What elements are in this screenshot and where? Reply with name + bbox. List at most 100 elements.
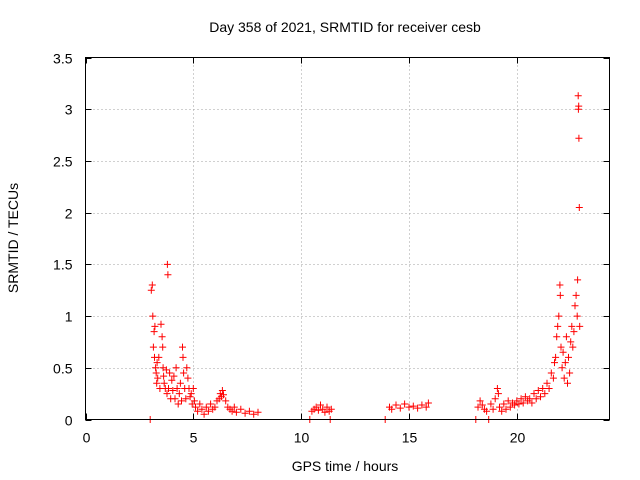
data-point (171, 395, 179, 403)
data-point (163, 260, 171, 268)
data-point (392, 401, 400, 409)
y-tick-label: 1 (65, 309, 73, 325)
data-point (502, 405, 510, 413)
data-point (566, 369, 574, 377)
data-point (424, 399, 432, 407)
data-point (545, 385, 553, 392)
data-point (561, 359, 569, 367)
data-point (493, 385, 501, 392)
grid-lines (85, 57, 610, 420)
data-point (190, 397, 198, 405)
data-point (573, 312, 581, 320)
data-point (562, 333, 570, 341)
data-point (204, 407, 212, 415)
data-point (321, 408, 329, 416)
data-point (170, 372, 178, 380)
data-point (539, 385, 547, 392)
data-point (153, 359, 161, 367)
data-point (166, 369, 174, 377)
data-point (232, 408, 240, 416)
data-point (149, 312, 157, 320)
data-point (572, 291, 580, 299)
x-tick-label: 20 (510, 430, 526, 446)
data-point (149, 343, 157, 351)
data-point (158, 333, 166, 341)
data-point (162, 366, 170, 374)
data-point (218, 387, 226, 394)
y-axis-title: SRMTID / TECUs (5, 183, 21, 293)
data-point (192, 403, 199, 411)
data-point (521, 393, 529, 401)
data-points (146, 92, 584, 423)
data-point (153, 379, 161, 387)
data-point (250, 410, 258, 418)
data-point (551, 359, 558, 367)
data-point (323, 403, 331, 411)
data-point (526, 395, 534, 403)
data-point (160, 372, 168, 380)
data-point (164, 271, 172, 279)
data-point (254, 408, 262, 416)
data-point (564, 379, 571, 387)
plot-frame (85, 57, 610, 420)
data-point (179, 353, 187, 361)
data-point (314, 406, 322, 414)
data-point (172, 364, 180, 372)
data-point (534, 387, 542, 394)
y-tick-label: 1.5 (53, 257, 73, 273)
data-point (409, 402, 417, 410)
data-point (557, 343, 565, 351)
data-point (168, 376, 176, 384)
data-point (237, 405, 245, 413)
data-point (154, 374, 162, 382)
y-tick-label: 0 (65, 413, 73, 429)
data-point (222, 397, 230, 405)
data-point (220, 391, 227, 399)
data-point (230, 403, 238, 411)
data-point (405, 403, 413, 411)
data-point (487, 400, 495, 408)
data-point (567, 338, 575, 346)
data-point (555, 312, 563, 320)
data-point (576, 322, 584, 330)
data-point (530, 390, 538, 398)
data-point (575, 204, 583, 211)
data-point (532, 395, 540, 403)
data-point (157, 320, 165, 328)
y-tick-label: 2 (65, 206, 73, 222)
data-point (187, 390, 195, 398)
y-tick-label: 3.5 (53, 51, 73, 67)
data-point (574, 276, 582, 284)
data-point (537, 393, 544, 401)
data-point (543, 379, 551, 387)
data-point (186, 393, 194, 401)
y-tick-labels: 0 0.5 1 1.5 2 2.5 3 3.5 (53, 51, 73, 429)
data-point (565, 353, 572, 361)
data-point (547, 369, 555, 377)
data-point (183, 364, 191, 372)
y-tick-label: 2.5 (53, 154, 73, 170)
data-point (152, 369, 160, 377)
data-point (163, 390, 171, 398)
data-point (152, 364, 160, 372)
x-axis-title: GPS time / hours (292, 458, 399, 474)
data-point (211, 403, 219, 411)
data-point (150, 328, 158, 336)
data-point (556, 281, 564, 289)
data-point (245, 407, 253, 415)
data-point (327, 405, 335, 413)
data-point (175, 390, 183, 398)
data-point (159, 343, 167, 351)
data-point (182, 395, 190, 403)
data-point (511, 401, 519, 409)
data-point (496, 403, 503, 411)
data-point (528, 399, 536, 407)
data-point (489, 405, 497, 413)
data-point (401, 400, 409, 408)
data-point (396, 404, 404, 412)
data-point (414, 404, 422, 412)
data-point (184, 374, 192, 382)
data-point (500, 400, 508, 408)
data-point (504, 397, 512, 405)
data-point (560, 374, 568, 382)
